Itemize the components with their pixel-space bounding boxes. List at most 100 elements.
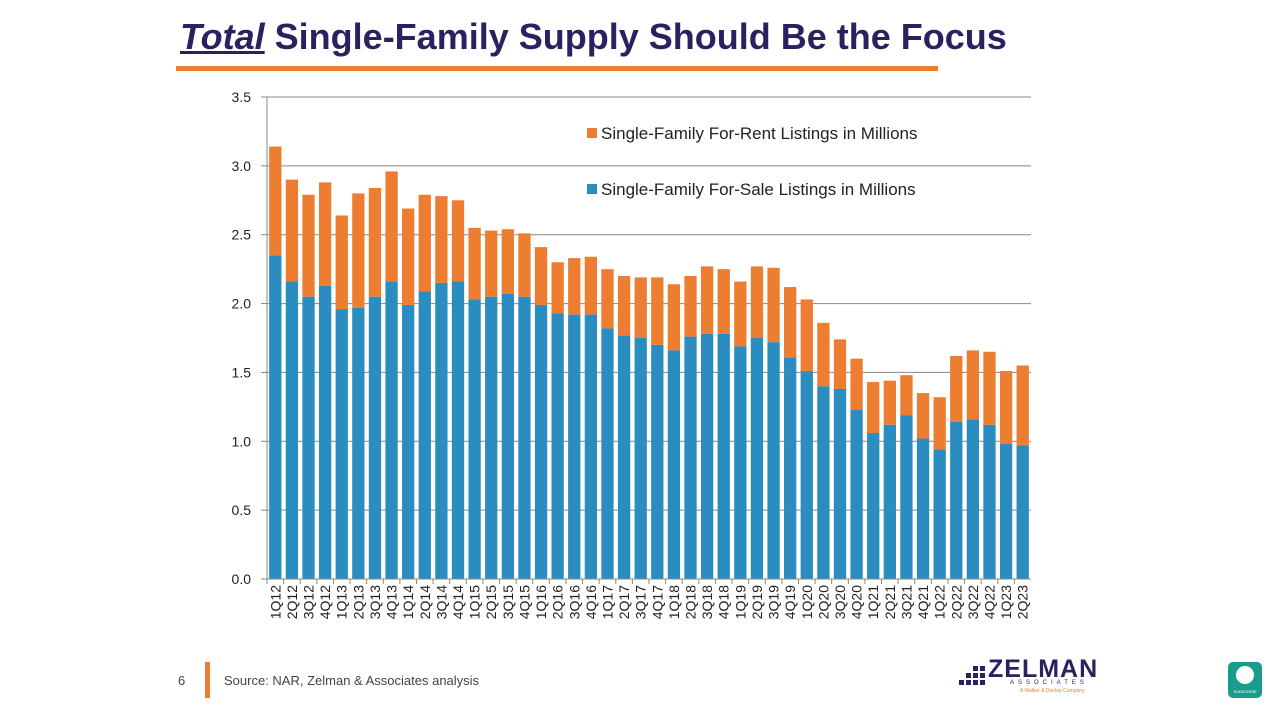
bar-segment	[867, 433, 880, 579]
bar-segment	[750, 266, 764, 338]
bar-segment	[451, 200, 465, 282]
x-tick-label: 2Q16	[550, 585, 566, 619]
bar-segment	[285, 179, 299, 282]
bar-segment	[966, 419, 980, 579]
bar-segment	[700, 333, 714, 579]
bar-segment	[269, 255, 282, 579]
bar-segment	[883, 380, 896, 425]
bar-segment	[983, 424, 996, 579]
bar-segment	[850, 358, 863, 410]
y-tick-label: 1.0	[232, 433, 252, 449]
x-tick-label: 2Q20	[815, 585, 831, 619]
bar-segment	[983, 351, 996, 425]
x-tick-label: 3Q13	[367, 585, 383, 619]
y-tick-label: 2.0	[232, 296, 252, 312]
bar-segment	[352, 307, 365, 579]
legend-label: Single-Family For-Sale Listings in Milli…	[601, 180, 916, 199]
bar-segment	[468, 227, 481, 300]
bar-segment	[302, 194, 315, 297]
bar-segment	[1016, 445, 1029, 579]
x-tick-label: 4Q16	[583, 585, 599, 619]
bar-segment	[950, 355, 963, 423]
logo-name: ZELMAN	[988, 655, 1099, 683]
bar-segment	[651, 277, 664, 345]
x-tick-label: 3Q18	[699, 585, 715, 619]
x-tick-label: 1Q14	[400, 585, 416, 619]
x-tick-label: 4Q18	[716, 585, 732, 619]
x-tick-label: 2Q15	[483, 585, 499, 619]
bar-segment	[601, 269, 614, 329]
x-tick-label: 3Q20	[832, 585, 848, 619]
x-tick-label: 2Q17	[616, 585, 632, 619]
logo-tagline: A Walker & Dunlop Company	[1020, 688, 1085, 694]
x-tick-label: 2Q18	[683, 585, 699, 619]
x-tick-label: 2Q19	[749, 585, 765, 619]
x-tick-label: 4Q14	[450, 585, 466, 619]
slide-title: Total Single-Family Supply Should Be the…	[180, 16, 1007, 58]
bar-segment	[933, 449, 946, 579]
x-tick-label: 3Q19	[766, 585, 782, 619]
bar-segment	[518, 296, 531, 579]
bar-segment	[318, 285, 332, 579]
bar-segment	[767, 342, 780, 579]
bar-segment	[700, 266, 714, 334]
x-tick-label: 1Q17	[599, 585, 615, 619]
bar-segment	[684, 276, 697, 337]
page-number: 6	[178, 673, 186, 688]
x-tick-label: 1Q21	[865, 585, 881, 619]
x-tick-label: 1Q19	[732, 585, 748, 619]
y-tick-label: 0.0	[232, 571, 252, 587]
bar-segment	[518, 233, 531, 297]
legend-label: Single-Family For-Rent Listings in Milli…	[601, 124, 917, 143]
bar-segment	[900, 415, 913, 579]
y-tick-label: 2.5	[232, 227, 252, 243]
bar-segment	[883, 424, 896, 579]
y-tick-label: 3.0	[232, 158, 252, 174]
x-tick-label: 2Q21	[882, 585, 898, 619]
x-tick-label: 1Q12	[267, 585, 283, 619]
bar-segment	[435, 282, 448, 579]
bar-segment	[966, 350, 980, 420]
bar-segment	[617, 276, 631, 336]
bar-segment	[900, 375, 913, 416]
bar-segment	[817, 386, 830, 579]
bar-segment	[269, 146, 282, 256]
y-tick-label: 1.5	[232, 364, 252, 380]
bar-segment	[734, 346, 747, 579]
x-tick-label: 3Q15	[500, 585, 516, 619]
x-tick-label: 2Q22	[948, 585, 964, 619]
bar-segment	[784, 357, 797, 579]
logo-mark	[959, 666, 985, 685]
x-tick-label: 3Q22	[965, 585, 981, 619]
bar-segment	[335, 215, 348, 310]
bar-segment	[717, 333, 730, 579]
subscribe-button[interactable]: SUBSCRIBE	[1228, 662, 1262, 698]
x-tick-label: 3Q21	[898, 585, 914, 619]
bar-segment	[950, 422, 963, 579]
x-tick-label: 4Q20	[849, 585, 865, 619]
bar-segment	[352, 193, 365, 308]
x-tick-label: 2Q14	[417, 585, 433, 619]
x-tick-label: 3Q17	[633, 585, 649, 619]
x-tick-label: 2Q13	[350, 585, 366, 619]
bar-segment	[850, 409, 863, 579]
x-tick-label: 4Q21	[915, 585, 931, 619]
bar-segment	[485, 230, 498, 297]
x-tick-label: 4Q19	[782, 585, 798, 619]
title-emphasis: Total	[180, 16, 265, 57]
x-tick-label: 2Q23	[1015, 585, 1031, 619]
bar-segment	[833, 339, 847, 389]
bar-segment	[368, 187, 382, 297]
logo-sub: ASSOCIATES	[1010, 680, 1088, 686]
bar-segment	[584, 314, 598, 579]
bar-segment	[734, 281, 747, 347]
bar-segment	[651, 344, 664, 579]
bar-segment	[833, 388, 847, 579]
bar-segment	[551, 313, 564, 579]
y-tick-label: 0.5	[232, 502, 252, 518]
bar-segment	[999, 371, 1013, 445]
bar-segment	[867, 382, 880, 434]
bar-segment	[568, 314, 581, 579]
